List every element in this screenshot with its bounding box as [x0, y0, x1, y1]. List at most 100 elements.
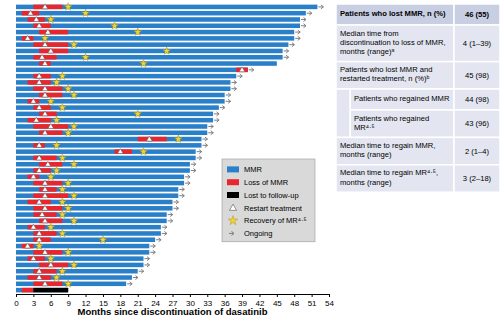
mmr-bar: [16, 200, 173, 205]
recovery-marker: [64, 129, 72, 137]
ongoing-arrow: [289, 43, 294, 47]
recovery-marker: [70, 217, 78, 225]
loss-bar: [28, 275, 51, 280]
tick-mark: [329, 294, 330, 297]
restart-marker: [36, 155, 42, 160]
restart-marker: [31, 224, 37, 229]
restart-marker: [36, 105, 42, 110]
label-cell: [336, 25, 454, 62]
mmr-bar: [16, 225, 161, 230]
loss-bar: [28, 99, 40, 104]
restart-marker: [31, 256, 37, 261]
tick-label: 9: [66, 299, 71, 308]
restart-marker: [39, 54, 45, 59]
loss-bar: [236, 68, 248, 73]
restart-marker: [48, 48, 54, 53]
restart-marker: [25, 243, 31, 248]
restart-marker: [42, 281, 48, 286]
mmr-bar: [16, 17, 300, 22]
restart-marker: [42, 42, 48, 47]
recovery-marker: [58, 198, 66, 206]
restart-marker: [36, 275, 42, 280]
recovery-marker: [163, 47, 171, 55]
mmr-bar: [16, 206, 173, 211]
row-label: Patients who lost MMR andrestarted treat…: [340, 65, 432, 83]
ongoing-arrow: [237, 74, 242, 78]
restart-marker: [48, 262, 54, 267]
restart-marker: [31, 98, 37, 103]
recovery-marker: [82, 9, 90, 17]
mmr-bar: [16, 86, 230, 91]
restart-marker: [36, 73, 42, 78]
loss-bar: [33, 24, 50, 29]
legend: MMRLoss of MMRLost to follow-upRestart t…: [222, 159, 315, 242]
restart-marker: [42, 218, 48, 223]
tick-mark: [225, 294, 226, 297]
ongoing-arrow: [197, 156, 202, 160]
recovery-marker: [47, 173, 55, 181]
mmr-bar: [16, 175, 184, 180]
ongoing-arrow: [226, 99, 231, 103]
mmr-bar: [16, 219, 167, 224]
restart-marker: [25, 35, 31, 40]
row-value: 45 (98): [465, 71, 490, 80]
tick-label: 54: [325, 299, 334, 308]
tick-label: 0: [14, 299, 19, 308]
restart-marker: [36, 268, 42, 273]
loss-bar: [33, 193, 68, 198]
tick-mark: [33, 294, 34, 297]
label-cell: [350, 110, 454, 137]
restart-marker: [36, 237, 42, 242]
x-axis-title: Months since discontinuation of dasatini…: [77, 306, 267, 317]
mmr-bar: [16, 118, 213, 123]
ongoing-arrow: [301, 24, 306, 28]
recovery-marker: [53, 78, 61, 86]
loss-bar: [39, 187, 56, 192]
ongoing-arrow: [284, 55, 289, 59]
mmr-bar: [16, 99, 225, 104]
restart-marker: [36, 168, 42, 173]
ongoing-arrow: [145, 257, 150, 261]
loss-bar: [33, 181, 62, 186]
tick: 45: [273, 294, 282, 308]
recovery-marker: [70, 122, 78, 130]
row-label: Median time fromdiscontinuation to loss …: [340, 29, 446, 56]
recovery-marker: [174, 135, 182, 143]
row-value: 43 (96): [465, 119, 490, 128]
ongoing-arrow: [295, 36, 300, 40]
ongoing-arrow: [179, 187, 184, 191]
tick-mark: [138, 294, 139, 297]
recovery-marker: [58, 210, 66, 218]
table-row: Median time fromdiscontinuation to loss …: [336, 25, 500, 62]
ongoing-arrow: [220, 106, 225, 110]
row-value: 46 (55): [465, 10, 490, 19]
loss-bar: [33, 231, 56, 236]
ongoing-arrow: [185, 175, 190, 179]
recovery-marker: [47, 223, 55, 231]
ongoing-arrow: [231, 80, 236, 84]
ongoing-arrow: [127, 282, 132, 286]
recovery-marker: [64, 280, 72, 288]
loss-bar: [33, 143, 45, 148]
tick-mark: [86, 294, 87, 297]
mmr-bar: [16, 93, 225, 98]
loss-bar: [33, 282, 62, 287]
loss-bar: [33, 5, 62, 10]
tick-mark: [259, 294, 260, 297]
restart-marker: [117, 149, 123, 154]
recovery-marker: [58, 154, 66, 162]
recovery-marker: [134, 28, 142, 36]
loss-bar: [39, 263, 68, 268]
tick-mark: [190, 294, 191, 297]
tick-label: 6: [49, 299, 54, 308]
loss-bar: [33, 86, 62, 91]
recovery-marker: [53, 166, 61, 174]
recovery-marker: [47, 254, 55, 262]
recovery-marker: [35, 242, 43, 250]
legend-label: Loss of MMR: [244, 178, 289, 187]
legend-label: Lost to follow-up: [244, 191, 299, 200]
mmr-bar: [16, 193, 178, 198]
table-row: Patients who regained MMR44 (98): [350, 89, 500, 110]
tick-mark: [51, 294, 52, 297]
mmr-bar: [16, 256, 144, 261]
